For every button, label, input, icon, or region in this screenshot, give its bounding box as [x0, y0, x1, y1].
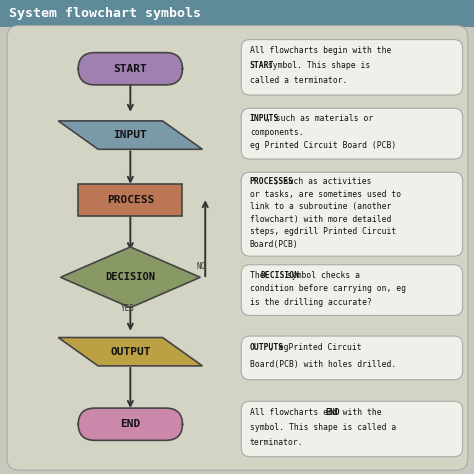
Text: DECISION: DECISION — [261, 271, 300, 280]
Text: INPUT: INPUT — [113, 130, 147, 140]
Text: , such as materials or: , such as materials or — [266, 114, 373, 123]
FancyBboxPatch shape — [0, 0, 474, 27]
FancyBboxPatch shape — [78, 53, 182, 85]
Text: The: The — [250, 271, 269, 280]
Text: or tasks, are sometimes used to: or tasks, are sometimes used to — [250, 190, 401, 199]
Text: END: END — [120, 419, 140, 429]
Text: condition before carrying on, eg: condition before carrying on, eg — [250, 284, 406, 293]
Text: steps, egdrill Printed Circuit: steps, egdrill Printed Circuit — [250, 227, 396, 236]
Bar — [78, 184, 182, 216]
Text: eg Printed Circuit Board (PCB): eg Printed Circuit Board (PCB) — [250, 141, 396, 150]
Text: OUTPUT: OUTPUT — [110, 346, 151, 357]
Text: terminator.: terminator. — [250, 438, 303, 447]
Text: link to a subroutine (another: link to a subroutine (another — [250, 202, 391, 211]
FancyBboxPatch shape — [241, 336, 463, 380]
Text: INPUTS: INPUTS — [250, 114, 279, 123]
Polygon shape — [58, 121, 202, 149]
Text: Board(PCB) with holes drilled.: Board(PCB) with holes drilled. — [250, 360, 396, 369]
Text: , such as activities: , such as activities — [274, 177, 372, 186]
FancyBboxPatch shape — [241, 40, 463, 95]
FancyBboxPatch shape — [7, 26, 468, 470]
Text: called a terminator.: called a terminator. — [250, 76, 347, 85]
Text: OUTPUTS: OUTPUTS — [250, 344, 284, 353]
Text: PROCESS: PROCESS — [107, 195, 154, 205]
Text: All flowcharts end with the: All flowcharts end with the — [250, 408, 386, 417]
Text: All flowcharts begin with the: All flowcharts begin with the — [250, 46, 391, 55]
Text: , egPrinted Circuit: , egPrinted Circuit — [269, 344, 361, 353]
Text: symbol checks a: symbol checks a — [282, 271, 360, 280]
FancyBboxPatch shape — [241, 401, 463, 457]
Text: components.: components. — [250, 128, 303, 137]
Polygon shape — [61, 247, 200, 308]
Text: System flowchart symbols: System flowchart symbols — [9, 7, 201, 20]
Text: DECISION: DECISION — [105, 272, 155, 283]
Text: START: START — [113, 64, 147, 74]
Text: START: START — [250, 61, 274, 70]
Text: is the drilling accurate?: is the drilling accurate? — [250, 298, 372, 307]
Text: PROCESSES: PROCESSES — [250, 177, 294, 186]
Text: END: END — [325, 408, 340, 417]
Text: symbol. This shape is called a: symbol. This shape is called a — [250, 423, 396, 432]
FancyBboxPatch shape — [241, 173, 463, 256]
Text: YES: YES — [121, 304, 135, 313]
Text: Board(PCB): Board(PCB) — [250, 239, 299, 248]
FancyBboxPatch shape — [241, 109, 463, 159]
FancyBboxPatch shape — [78, 408, 182, 440]
Text: symbol. This shape is: symbol. This shape is — [263, 61, 371, 70]
Polygon shape — [58, 337, 202, 366]
Text: flowchart) with more detailed: flowchart) with more detailed — [250, 215, 391, 224]
FancyBboxPatch shape — [241, 264, 463, 316]
Text: NO: NO — [197, 262, 206, 271]
